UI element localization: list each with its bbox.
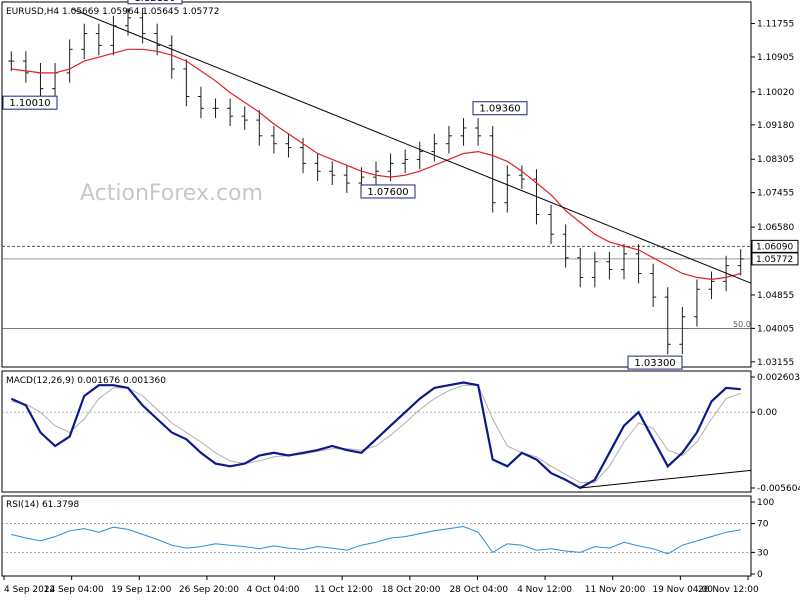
price-levels (2, 245, 751, 329)
fib-label: 50.0 (733, 320, 751, 329)
price-annotation-label: 1.12130 (134, 0, 175, 4)
time-tick-label: 11 Nov 20:00 (585, 585, 646, 595)
main-trendline (71, 8, 752, 284)
price-annotation-box (127, 0, 183, 5)
price-annotation-box (472, 101, 528, 116)
time-tick-label: 28 Oct 04:00 (449, 585, 508, 595)
price-tick-label: 1.06580 (757, 223, 794, 233)
price-annotation-box (627, 355, 683, 370)
price-tick-label: 1.03155 (757, 358, 794, 368)
time-tick-label: 18 Oct 20:00 (382, 585, 441, 595)
price-axis: 1.11755 1.10905 1.10020 1.09180 1.08305 1.074… (751, 20, 794, 368)
rsi-line (11, 525, 741, 555)
time-tick-label: 19 Sep 12:00 (111, 585, 171, 595)
time-tick-label: 4 Sep 2024 (4, 585, 56, 595)
price-annotation-label: 1.07600 (367, 187, 408, 198)
price-annotation-label: 1.09360 (479, 104, 520, 115)
time-tick-label: 26 Sep 20:00 (179, 585, 239, 595)
macd-tick-label: -0.005604 (757, 484, 800, 494)
time-tick-label: 4 Nov 12:00 (517, 585, 572, 595)
macd-trendline (580, 469, 752, 489)
macd-panel-frame (1, 370, 752, 493)
price-annotation-label: 1.03300 (634, 358, 675, 369)
price-badge-box (751, 239, 799, 253)
rsi-panel-frame (1, 495, 752, 577)
price-annotation-box (360, 184, 416, 199)
price-badges: 1.06090 1.05772 (751, 239, 799, 266)
rsi-tick-label: 100 (757, 498, 774, 508)
rsi-title: RSI(14) 61.3798 (6, 500, 79, 510)
rsi-tick-label: 70 (757, 520, 769, 530)
rsi-tick-label: 0 (757, 570, 763, 580)
time-tick-label: 11 Oct 12:00 (314, 585, 373, 595)
candles (8, 8, 744, 355)
time-tick-label: 19 Nov 04:00 (652, 585, 713, 595)
price-badge-label: 1.06090 (756, 242, 793, 252)
price-tick-label: 1.08305 (757, 155, 794, 165)
annotations: 1.12130 1.10010 1.09360 1.07600 1.03300 (2, 0, 683, 370)
price-annotation-box (2, 95, 58, 110)
price-badge-label: 1.05772 (756, 255, 793, 265)
watermark: ActionForex.com (80, 181, 263, 206)
rsi-tick-label: 30 (757, 548, 769, 558)
rsi-axis: 100 70 30 0 (2, 498, 774, 580)
macd-tick-label: 0.00 (757, 408, 777, 418)
price-tick-label: 1.09180 (757, 121, 794, 131)
macd-axis: 0.002603 0.00 -0.005604 (2, 373, 800, 494)
moving-average-line (11, 48, 741, 281)
macd-tick-label: 0.002603 (757, 373, 800, 383)
time-tick-label: 26 Nov 12:00 (698, 585, 759, 595)
price-badge-box (751, 252, 799, 266)
price-tick-label: 1.04005 (757, 324, 794, 334)
price-tick-label: 1.04855 (757, 291, 794, 301)
price-tick-label: 1.10905 (757, 53, 794, 63)
macd-signal-line (11, 384, 741, 483)
price-tick-label: 1.11755 (757, 20, 794, 30)
price-annotation-label: 1.10010 (9, 98, 50, 109)
macd-title: MACD(12,26,9) 0.001676 0.001360 (6, 376, 166, 386)
main-ohlc: 1.05669 1.05964 1.05645 1.05772 (62, 7, 219, 17)
time-tick-label: 12 Sep 04:00 (44, 585, 104, 595)
price-tick-label: 1.10020 (757, 88, 794, 98)
time-tick-label: 4 Oct 04:00 (247, 585, 300, 595)
macd-line (10, 381, 741, 490)
price-tick-label: 1.07455 (757, 189, 794, 199)
main-title: EURUSD,H4 (6, 7, 59, 17)
